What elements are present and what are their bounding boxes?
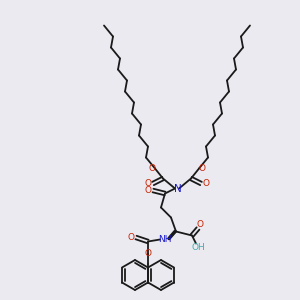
Text: O: O <box>199 164 206 173</box>
Text: O: O <box>128 233 134 242</box>
Text: O: O <box>148 164 155 173</box>
Text: OH: OH <box>191 243 205 252</box>
Text: O: O <box>196 220 203 229</box>
Text: N: N <box>174 184 182 194</box>
Text: O: O <box>202 179 209 188</box>
Text: O: O <box>145 249 152 258</box>
Text: NH: NH <box>158 235 172 244</box>
Text: O: O <box>145 179 152 188</box>
Text: O: O <box>145 186 152 195</box>
